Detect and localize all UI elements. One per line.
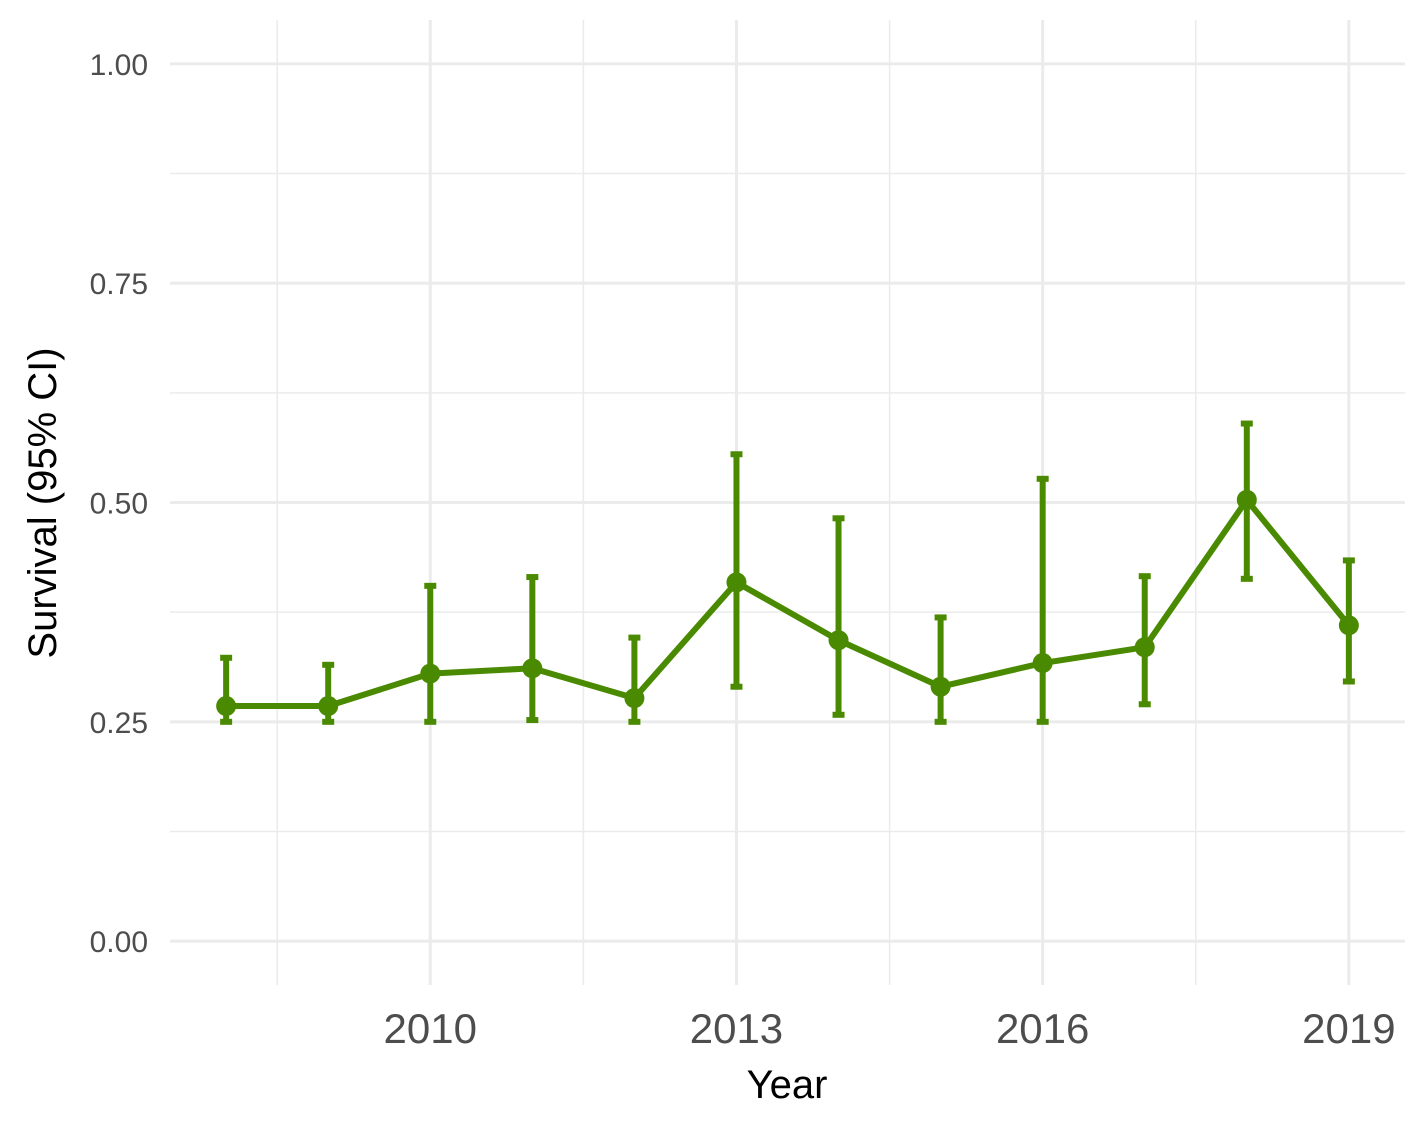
x-tick-label: 2013 — [690, 1005, 783, 1052]
y-tick-label: 0.75 — [90, 268, 148, 301]
data-point — [726, 572, 747, 593]
data-point — [522, 658, 543, 679]
data-point — [216, 696, 237, 717]
y-axis-tick-labels: 0.00 0.25 0.50 0.75 1.00 — [90, 49, 148, 959]
y-axis-title: Survival (95% CI) — [21, 347, 65, 658]
data-point — [930, 676, 951, 697]
data-point — [1032, 653, 1053, 674]
data-point — [828, 630, 849, 651]
y-tick-label: 1.00 — [90, 49, 148, 82]
x-axis-tick-labels: 2010 2013 2016 2019 — [384, 1005, 1396, 1052]
data-point — [624, 688, 645, 709]
data-point — [1134, 637, 1155, 658]
y-tick-label: 0.50 — [90, 488, 148, 521]
data-points — [216, 489, 1359, 717]
y-tick-label: 0.00 — [90, 926, 148, 959]
x-tick-label: 2016 — [996, 1005, 1089, 1052]
data-point — [1236, 489, 1257, 510]
x-tick-label: 2010 — [384, 1005, 477, 1052]
series-line — [226, 496, 1352, 710]
x-tick-label: 2019 — [1302, 1005, 1395, 1052]
error-bars — [220, 420, 1355, 725]
data-point — [318, 696, 339, 717]
y-tick-label: 0.25 — [90, 707, 148, 740]
x-axis-title: Year — [747, 1063, 828, 1107]
data-point — [420, 663, 441, 684]
major-gridlines — [170, 20, 1405, 985]
data-point — [1338, 615, 1359, 636]
series-line-group — [226, 496, 1352, 710]
